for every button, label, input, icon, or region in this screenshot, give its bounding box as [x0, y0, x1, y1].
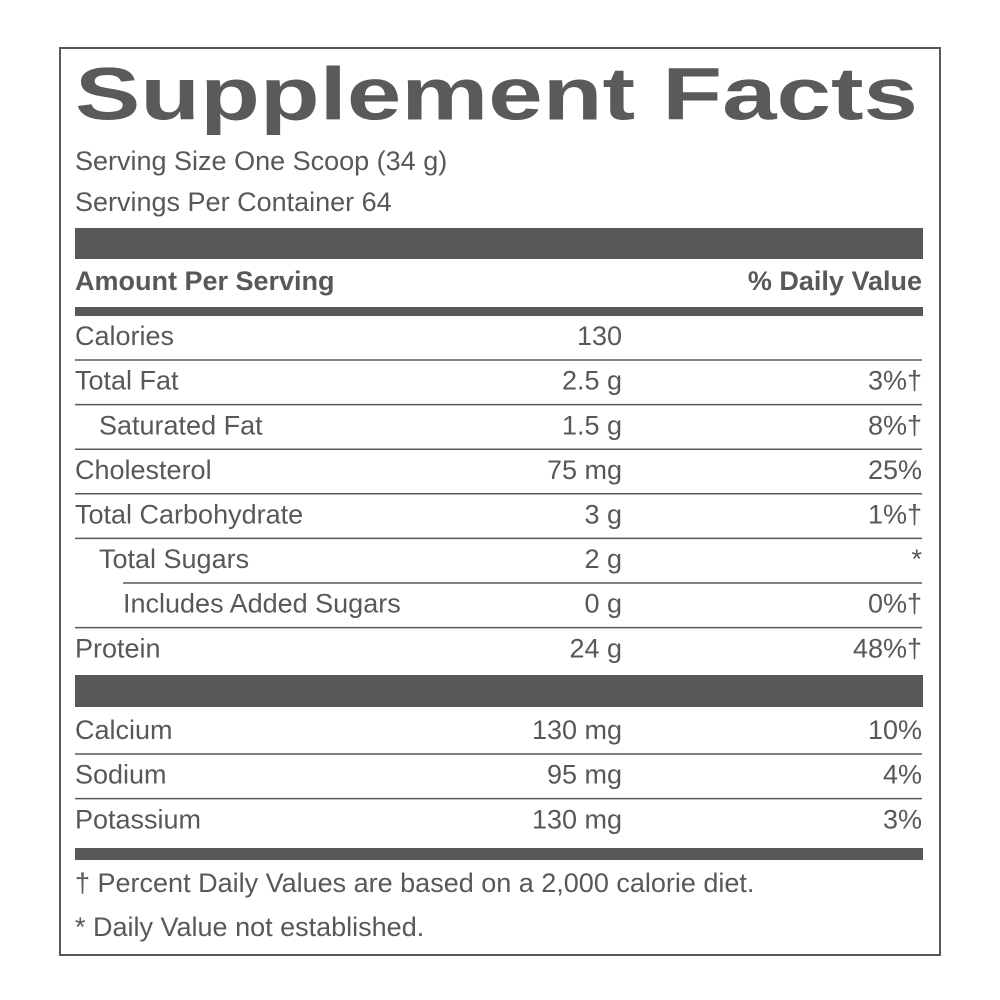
nutrient-name: Protein [75, 633, 161, 663]
footnote: * Daily Value not established. [75, 912, 424, 942]
nutrient-amount: 130 mg [532, 715, 622, 745]
daily-value: 3%† [868, 366, 922, 396]
servings-per-container: Servings Per Container 64 [75, 187, 392, 217]
nutrient-name: Calcium [75, 715, 173, 745]
nutrient-amount: 1.5 g [562, 410, 622, 440]
daily-value: 10% [868, 715, 922, 745]
daily-value: * [911, 544, 922, 574]
nutrient-name: Potassium [75, 804, 201, 834]
nutrient-name: Total Sugars [99, 544, 249, 574]
nutrient-name: Includes Added Sugars [123, 589, 401, 619]
nutrient-amount: 130 [577, 321, 622, 351]
nutrient-name: Saturated Fat [99, 410, 263, 440]
nutrient-amount: 130 mg [532, 804, 622, 834]
daily-value: 25% [868, 455, 922, 485]
daily-value: 48%† [853, 633, 922, 663]
divider-bar [75, 675, 923, 707]
title: Supplement Facts [75, 53, 918, 136]
label-border [59, 47, 941, 956]
nutrient-name: Total Fat [75, 366, 179, 396]
daily-value: 3% [883, 804, 922, 834]
nutrient-name: Sodium [75, 760, 167, 790]
nutrient-amount: 3 g [584, 500, 622, 530]
nutrient-name: Calories [75, 321, 174, 351]
nutrient-amount: 2.5 g [562, 366, 622, 396]
divider-bar [75, 228, 923, 259]
nutrient-amount: 0 g [584, 589, 622, 619]
footnote: † Percent Daily Values are based on a 2,… [75, 868, 754, 898]
nutrient-amount: 2 g [584, 544, 622, 574]
column-header: Amount Per Serving [75, 266, 335, 296]
nutrient-amount: 95 mg [547, 760, 622, 790]
divider-bar [75, 307, 923, 316]
column-header: % Daily Value [748, 266, 922, 296]
nutrient-name: Total Carbohydrate [75, 500, 303, 530]
daily-value: 4% [883, 760, 922, 790]
divider-bar [75, 848, 923, 860]
daily-value: 8%† [868, 410, 922, 440]
daily-value: 0%† [868, 589, 922, 619]
nutrient-amount: 75 mg [547, 455, 622, 485]
nutrient-name: Cholesterol [75, 455, 212, 485]
serving-size: Serving Size One Scoop (34 g) [75, 146, 447, 176]
nutrient-amount: 24 g [569, 633, 622, 663]
daily-value: 1%† [868, 500, 922, 530]
